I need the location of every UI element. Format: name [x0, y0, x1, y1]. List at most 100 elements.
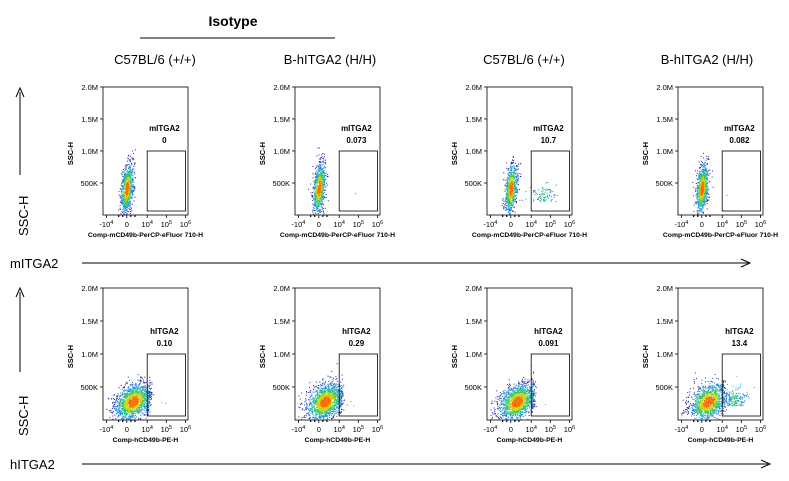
data-point [117, 416, 119, 418]
data-point [130, 384, 132, 386]
data-point [128, 403, 130, 405]
data-point [131, 405, 133, 407]
data-point [123, 171, 125, 173]
data-point [131, 191, 133, 193]
data-point [703, 185, 705, 187]
data-point [133, 398, 135, 400]
data-point [128, 418, 130, 420]
data-point [142, 399, 144, 401]
data-point [132, 175, 134, 177]
data-point [509, 200, 511, 202]
data-point [324, 181, 326, 183]
data-point [124, 416, 126, 418]
data-point [322, 196, 324, 198]
data-point [322, 186, 324, 188]
data-point [517, 189, 519, 191]
data-point [127, 392, 129, 394]
data-point [708, 181, 710, 183]
data-point [704, 195, 706, 197]
data-point [517, 180, 519, 182]
data-point [510, 176, 512, 178]
data-point [135, 382, 137, 384]
data-point [121, 200, 123, 202]
data-point [509, 194, 511, 196]
data-point [149, 392, 151, 394]
data-point [135, 395, 137, 397]
data-point [694, 201, 696, 203]
data-point [545, 190, 547, 192]
data-point [696, 179, 698, 181]
data-point [316, 186, 318, 188]
data-point [127, 203, 129, 205]
data-point [129, 177, 131, 179]
data-point [321, 189, 323, 191]
data-point [698, 174, 700, 176]
data-point [702, 198, 704, 200]
data-point [319, 188, 321, 190]
data-point [322, 161, 324, 163]
data-point [327, 174, 329, 176]
data-point [322, 192, 324, 194]
data-point [148, 397, 150, 399]
data-point [133, 403, 135, 405]
data-point [142, 379, 144, 381]
data-point [127, 400, 129, 402]
data-point [318, 185, 320, 187]
data-point [124, 202, 126, 204]
data-point [316, 155, 318, 157]
data-point [704, 178, 706, 180]
data-point [554, 194, 556, 196]
data-point [120, 173, 122, 175]
x-tick-label: -104 [483, 220, 497, 229]
data-point [508, 210, 510, 212]
data-point [129, 406, 131, 408]
data-point [513, 199, 515, 201]
data-point [701, 193, 703, 195]
data-point [127, 178, 129, 180]
data-point [128, 154, 130, 156]
data-point [319, 200, 321, 202]
data-point [124, 193, 126, 195]
y-tick-label: 1.5M [81, 317, 98, 326]
data-point [138, 408, 140, 410]
data-point [699, 186, 701, 188]
data-point [702, 207, 704, 209]
data-point [322, 170, 324, 172]
data-point [122, 401, 124, 403]
data-point [123, 392, 125, 394]
data-point [127, 158, 129, 160]
data-point [129, 206, 131, 208]
data-point [137, 393, 139, 395]
data-point [312, 187, 314, 189]
data-point [700, 175, 702, 177]
data-point [697, 212, 699, 214]
data-point [128, 164, 130, 166]
data-point [509, 205, 511, 207]
data-point [697, 187, 699, 189]
data-point [513, 195, 515, 197]
data-point [148, 394, 150, 396]
x-tick-label: 105 [353, 220, 364, 229]
data-point [125, 193, 127, 195]
data-point [126, 193, 128, 195]
data-point [138, 417, 140, 419]
data-point [702, 176, 704, 178]
data-point [112, 401, 114, 403]
data-point [701, 166, 703, 168]
data-point [703, 191, 705, 193]
gate-box [721, 150, 761, 212]
data-point [512, 178, 514, 180]
data-point [509, 209, 511, 211]
data-point [315, 213, 317, 215]
data-point [704, 166, 706, 168]
data-point [124, 183, 126, 185]
data-point [126, 186, 128, 188]
data-point [321, 211, 323, 213]
gate-label: mITGA2 [533, 124, 564, 133]
data-point [540, 198, 542, 200]
data-point [692, 195, 694, 197]
data-point [127, 199, 129, 201]
data-point [131, 189, 133, 191]
data-point [130, 179, 132, 181]
